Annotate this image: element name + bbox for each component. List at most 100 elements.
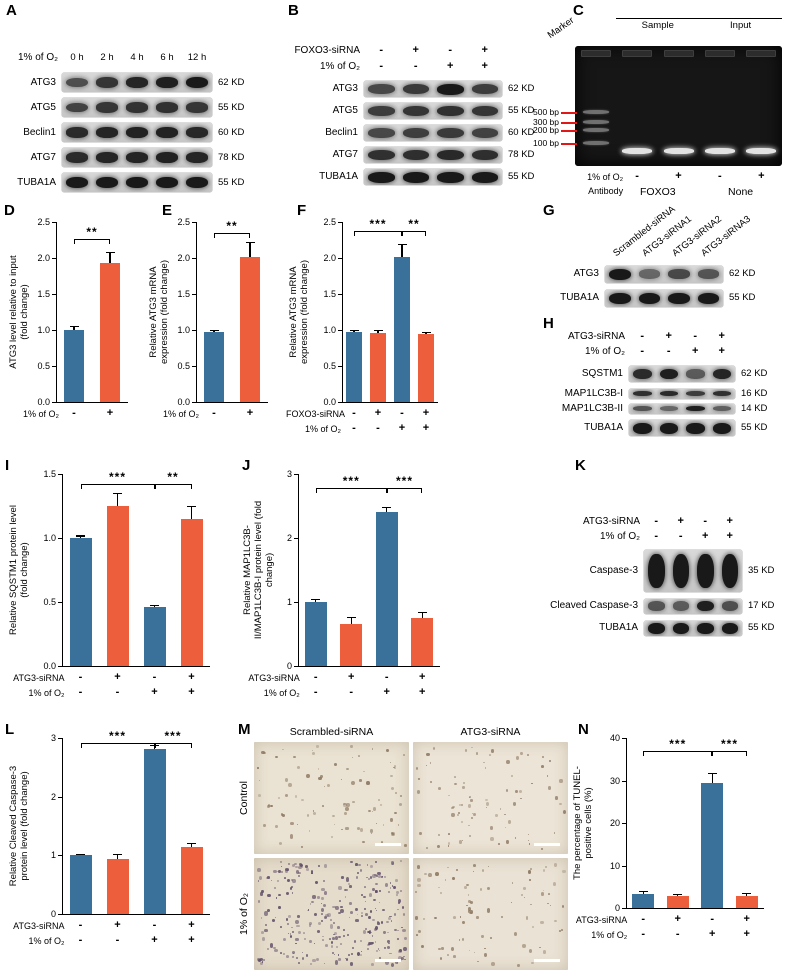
stained-cell-dot — [423, 918, 425, 921]
stained-cell-dot — [311, 900, 314, 904]
stained-cell-dot — [418, 778, 420, 780]
protein-band — [659, 406, 678, 411]
stained-cell-dot — [345, 806, 349, 812]
protein-band — [668, 269, 690, 279]
protein-label: ATG7 — [332, 149, 358, 160]
kd-label: 78 KD — [218, 151, 245, 163]
condition-symbol: - — [678, 530, 683, 542]
stained-cell-dot — [375, 941, 377, 943]
scale-bar — [534, 959, 560, 962]
y-axis — [62, 738, 64, 915]
x-row-symbol: + — [114, 671, 121, 683]
protein-band — [686, 391, 705, 396]
ladder-band — [582, 120, 609, 124]
pcr-product-band — [622, 148, 653, 154]
stained-cell-dot — [367, 930, 370, 933]
bar — [632, 894, 655, 908]
y-tick — [622, 908, 626, 910]
sig-bracket — [154, 742, 192, 744]
protein-band — [697, 269, 719, 279]
y-tick — [58, 796, 62, 798]
panel-i-bar-chart: Relative SQSTM1 protein level (fold chan… — [6, 460, 240, 714]
kd-label: 55 KD — [741, 422, 768, 433]
y-axis-label: Relative MAP1LC3B-II/MAP1LC3B-I protein … — [242, 500, 276, 640]
stained-cell-dot — [340, 876, 345, 879]
stained-cell-dot — [484, 767, 487, 769]
stained-cell-dot — [403, 947, 407, 952]
stained-cell-dot — [394, 960, 398, 964]
stained-cell-dot — [447, 866, 449, 868]
stained-cell-dot — [294, 795, 297, 798]
stained-cell-dot — [377, 871, 381, 875]
error-bar-cap — [311, 598, 321, 600]
stained-cell-dot — [436, 844, 440, 848]
stained-cell-dot — [346, 933, 350, 937]
stained-cell-dot — [283, 877, 286, 880]
stained-cell-dot — [387, 940, 390, 943]
y-tick-label: 0.0 — [43, 661, 56, 671]
panel-label-i: I — [5, 457, 10, 474]
stained-cell-dot — [426, 752, 430, 756]
x-row-symbol: - — [710, 913, 715, 925]
stained-cell-dot — [261, 916, 263, 919]
stained-cell-dot — [320, 902, 323, 904]
stained-cell-dot — [263, 751, 266, 755]
stained-cell-dot — [393, 765, 396, 768]
scale-bar — [375, 843, 401, 846]
stained-cell-dot — [321, 805, 325, 808]
stained-cell-dot — [416, 934, 419, 936]
y-tick-label: 0 — [286, 661, 292, 671]
stained-cell-dot — [462, 785, 465, 790]
stained-cell-dot — [519, 797, 522, 800]
y-tick-label: 2.0 — [177, 253, 190, 263]
error-bar-cap — [382, 507, 392, 509]
y-tick — [192, 330, 196, 332]
condition-symbol: - — [654, 530, 659, 542]
ladder-tick — [561, 143, 577, 145]
stained-cell-dot — [529, 868, 532, 870]
blot-row: TUBA1A 55 KD — [545, 286, 787, 310]
x-row-symbol: + — [374, 407, 382, 419]
stained-cell-dot — [544, 866, 548, 869]
x-row-symbol: + — [188, 934, 195, 946]
stained-cell-dot — [273, 946, 276, 949]
blot-row: Beclin1 60 KD — [288, 122, 554, 144]
significance-label: *** — [342, 474, 360, 489]
stained-cell-dot — [342, 934, 346, 937]
protein-band — [437, 127, 464, 139]
x-row-symbol: - — [352, 422, 356, 434]
stained-cell-dot — [307, 909, 310, 911]
stained-cell-dot — [356, 871, 359, 874]
stained-cell-dot — [541, 848, 544, 850]
x-axis — [298, 666, 440, 668]
stained-cell-dot — [490, 962, 495, 966]
error-bar-cap — [417, 611, 427, 613]
stained-cell-dot — [360, 828, 364, 832]
protein-band — [712, 406, 731, 411]
bar — [666, 896, 689, 908]
pcr-product-band — [746, 148, 777, 154]
header-condition-label: 1% of O₂ — [584, 346, 625, 357]
stained-cell-dot — [275, 825, 278, 829]
bar — [411, 618, 434, 666]
error-bar-cap — [76, 535, 85, 537]
stained-cell-dot — [278, 869, 281, 874]
stained-cell-dot — [548, 893, 550, 896]
stained-cell-dot — [265, 876, 268, 879]
x-row-symbol: - — [641, 928, 646, 940]
stained-cell-dot — [499, 807, 502, 810]
stained-cell-dot — [447, 953, 450, 956]
stained-cell-dot — [338, 954, 340, 956]
stained-cell-dot — [490, 836, 494, 841]
stained-cell-dot — [424, 873, 428, 876]
condition-symbol: - — [635, 170, 639, 182]
stained-cell-dot — [511, 774, 514, 777]
bar — [64, 330, 84, 402]
panel-label-l: L — [5, 721, 15, 738]
ladder-tick — [561, 130, 577, 132]
header-condition-label: ATG3-siRNA — [582, 516, 640, 527]
y-tick-label: 40 — [609, 733, 620, 743]
stained-cell-dot — [457, 813, 460, 817]
x-row-symbol: + — [422, 422, 430, 434]
stained-cell-dot — [501, 915, 504, 919]
